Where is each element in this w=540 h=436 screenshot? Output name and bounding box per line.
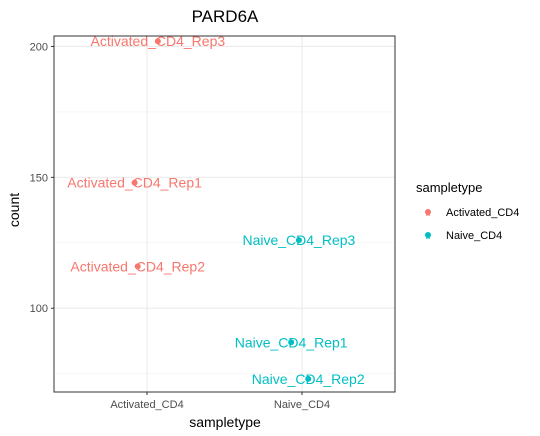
data-point-label: Naive_CD4_Rep1 [235,334,348,350]
legend-label: Activated_CD4 [446,207,519,219]
data-point [154,38,161,45]
data-point-label: Naive_CD4_Rep3 [242,232,355,248]
x-tick-label: Activated_CD4 [110,399,183,411]
plot-background [54,36,395,392]
y-tick-label: 200 [30,41,48,53]
data-point-label: Activated_CD4_Rep1 [67,175,202,191]
x-tick-label: Naive_CD4 [274,399,330,411]
data-point-label: Activated_CD4_Rep3 [91,33,226,49]
data-point [288,339,295,346]
legend-text-key: a [426,232,431,241]
plot-border [53,35,396,393]
chart-title: PARD6A [192,7,259,26]
y-tick-label: 150 [30,172,48,184]
y-axis-title: count [6,193,22,227]
data-point [295,237,302,244]
legend-point-key [425,232,431,238]
data-point-label: Naive_CD4_Rep2 [252,371,365,387]
data-point [131,179,138,186]
y-tick-label: 100 [30,303,48,315]
data-point-label: Activated_CD4_Rep2 [70,258,205,274]
x-axis-title: sampletype [189,414,261,430]
legend-title: sampletype [416,180,482,195]
legend-point-key [425,209,431,215]
data-point [305,375,312,382]
data-point [134,263,141,270]
plot-area: 100 150 200 Activated_CD4 Naive_CD4 Activated… [30,33,396,411]
legend-label: Naive_CD4 [446,230,502,242]
legend-text-key: a [426,209,431,218]
